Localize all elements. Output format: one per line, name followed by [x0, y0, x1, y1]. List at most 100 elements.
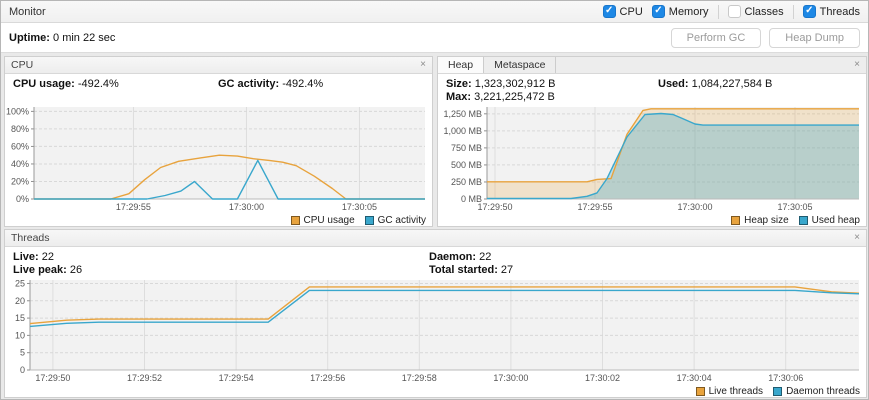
svg-text:15: 15	[15, 313, 25, 323]
svg-text:100%: 100%	[6, 106, 29, 116]
svg-text:17:30:05: 17:30:05	[777, 202, 812, 212]
monitor-header-bar: Monitor CPU Memory Classes Threads	[1, 1, 868, 23]
legend-label: Live threads	[708, 385, 764, 397]
checkbox-threads-label: Threads	[819, 5, 860, 18]
tab-heap[interactable]: Heap	[438, 57, 485, 73]
svg-text:17:29:58: 17:29:58	[402, 373, 437, 383]
svg-text:17:30:00: 17:30:00	[493, 373, 528, 383]
heap-panel: Heap Metaspace × Size: 1,323,302,912 B M…	[437, 56, 867, 227]
threads-panel-header: Threads ×	[5, 230, 866, 247]
close-icon[interactable]: ×	[420, 59, 426, 70]
live-peak-label: Live peak:	[13, 264, 67, 276]
heap-chart: 17:29:50 17:29:55 17:30:00 17:30:05 0 MB 250 …	[443, 107, 859, 212]
svg-text:10: 10	[15, 330, 25, 340]
svg-text:17:29:52: 17:29:52	[127, 373, 162, 383]
checkbox-memory-box[interactable]	[651, 5, 665, 18]
svg-text:17:30:04: 17:30:04	[677, 373, 712, 383]
svg-text:0 MB: 0 MB	[461, 194, 482, 204]
heap-used-label: Used:	[658, 78, 689, 90]
legend-item: CPU usage	[290, 214, 355, 226]
close-icon[interactable]: ×	[854, 232, 860, 243]
close-icon[interactable]: ×	[854, 59, 860, 70]
heap-size-value: 1,323,302,912 B	[474, 78, 556, 90]
heap-used-value: 1,084,227,584 B	[691, 78, 773, 90]
legend-label: Used heap	[811, 214, 860, 226]
legend-item: Used heap	[798, 214, 860, 226]
checkbox-threads-box[interactable]	[802, 5, 816, 18]
heap-max-value: 3,221,225,472 B	[474, 91, 555, 103]
heap-tabbar: Heap Metaspace ×	[438, 57, 866, 74]
used-heap-swatch-icon	[798, 215, 808, 225]
svg-text:25: 25	[15, 278, 25, 288]
threads-chart-legend: Live threads Daemon threads	[5, 384, 866, 399]
cpu-usage-stat: CPU usage: -492.4%	[13, 78, 119, 91]
legend-item: GC activity	[364, 214, 426, 226]
total-started-label: Total started:	[429, 264, 498, 276]
legend-label: Daemon threads	[786, 385, 860, 397]
cpu-usage-value: -492.4%	[77, 78, 119, 90]
legend-item: Live threads	[695, 385, 764, 397]
total-started-value: 27	[500, 264, 514, 276]
heap-dump-button[interactable]: Heap Dump	[769, 27, 860, 48]
checkbox-cpu[interactable]: CPU	[602, 5, 643, 18]
gc-activity-swatch-icon	[364, 215, 374, 225]
checkbox-memory[interactable]: Memory	[651, 5, 709, 18]
checkbox-classes[interactable]: Classes	[727, 5, 784, 18]
cpu-chart: 17:29:55 17:30:00 17:30:05 0% 20% 40% 60% 80% 10…	[6, 106, 425, 212]
legend-label: Heap size	[744, 214, 789, 226]
cpu-chart-legend: CPU usage GC activity	[5, 213, 432, 229]
daemon-value: 22	[479, 251, 492, 263]
checkbox-threads[interactable]: Threads	[802, 5, 860, 18]
cpu-usage-label: CPU usage:	[13, 78, 75, 90]
svg-text:40%: 40%	[11, 159, 29, 169]
svg-text:17:29:50: 17:29:50	[477, 202, 512, 212]
svg-text:17:29:54: 17:29:54	[219, 373, 254, 383]
svg-text:17:29:50: 17:29:50	[35, 373, 70, 383]
svg-text:500 MB: 500 MB	[451, 160, 482, 170]
svg-text:20%: 20%	[11, 176, 29, 186]
cpu-panel: CPU × CPU usage: -492.4% GC activity: -4…	[4, 56, 433, 227]
checkbox-classes-box[interactable]	[727, 5, 741, 18]
cpu-panel-title: CPU	[11, 59, 34, 71]
svg-text:0%: 0%	[16, 194, 29, 204]
live-peak-value: 26	[69, 264, 83, 276]
view-toggles: CPU Memory Classes Threads	[602, 4, 860, 19]
legend-label: GC activity	[377, 214, 426, 226]
threads-stats: Live: 22 Live peak: 26 Daemon: 22 Total …	[5, 247, 866, 277]
cpu-panel-header: CPU ×	[5, 57, 432, 74]
heap-size-swatch-icon	[731, 215, 741, 225]
gc-activity-value: -492.4%	[282, 78, 324, 90]
live-threads-swatch-icon	[695, 386, 705, 396]
checkbox-cpu-box[interactable]	[602, 5, 616, 18]
svg-text:17:30:05: 17:30:05	[342, 202, 377, 212]
svg-text:1,250 MB: 1,250 MB	[443, 109, 482, 119]
heap-size-label: Size:	[446, 78, 472, 90]
checkbox-classes-label: Classes	[744, 5, 784, 18]
live-value: 22	[41, 251, 54, 263]
svg-text:80%: 80%	[11, 124, 29, 134]
legend-item: Daemon threads	[773, 386, 860, 397]
svg-text:0: 0	[20, 365, 25, 375]
divider	[717, 4, 719, 19]
checkbox-cpu-label: CPU	[619, 5, 643, 18]
live-threads-stat: Live: 22 Live peak: 26	[13, 251, 82, 277]
threads-panel-title: Threads	[11, 232, 50, 244]
svg-text:17:30:00: 17:30:00	[229, 202, 264, 212]
svg-text:17:30:02: 17:30:02	[585, 373, 620, 383]
heap-stats: Size: 1,323,302,912 B Max: 3,221,225,472…	[438, 74, 866, 104]
legend-label: CPU usage	[303, 214, 355, 226]
svg-text:17:29:55: 17:29:55	[577, 202, 612, 212]
svg-text:17:29:55: 17:29:55	[116, 202, 151, 212]
svg-text:750 MB: 750 MB	[451, 143, 482, 153]
tab-metaspace[interactable]: Metaspace	[484, 57, 557, 73]
daemon-threads-swatch-icon	[773, 386, 783, 396]
uptime-value: 0 min 22 sec	[53, 31, 116, 44]
svg-text:17:30:00: 17:30:00	[677, 202, 712, 212]
heap-max-label: Max:	[446, 91, 472, 103]
svg-text:60%: 60%	[11, 141, 29, 151]
gc-activity-stat: GC activity: -492.4%	[218, 78, 323, 91]
perform-gc-button[interactable]: Perform GC	[670, 27, 762, 48]
threads-chart: 17:29:50 17:29:52 17:29:54 17:29:56 17:29:58…	[15, 278, 860, 383]
cpu-usage-swatch-icon	[290, 215, 300, 225]
